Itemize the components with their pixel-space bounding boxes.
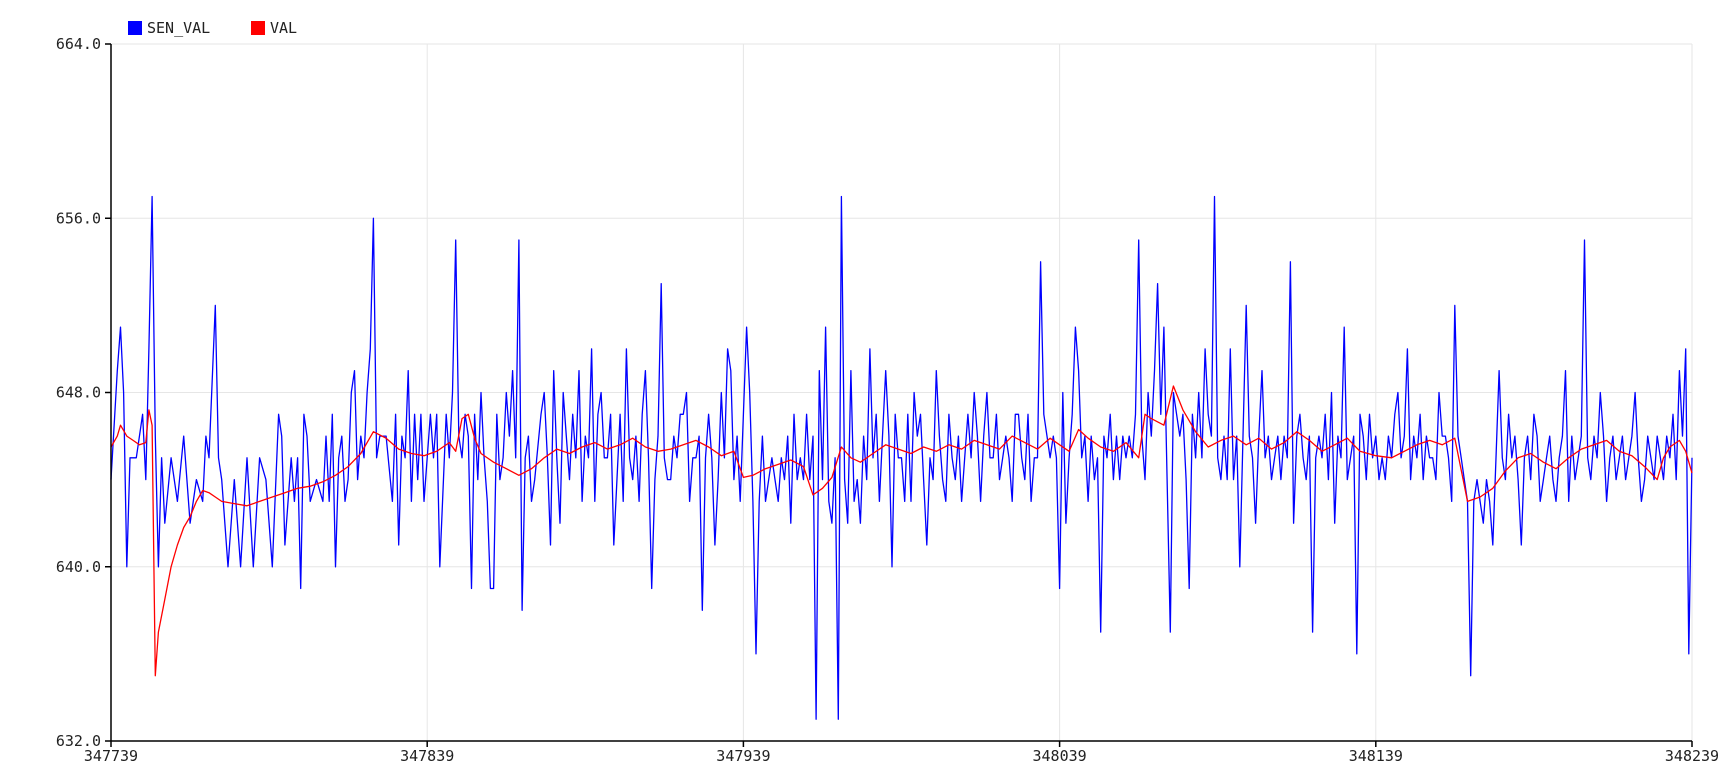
x-tick-label: 348139 (1349, 747, 1403, 765)
x-tick-label: 348039 (1033, 747, 1087, 765)
series-layer (110, 195, 1693, 720)
y-tick-label: 664.0 (56, 35, 101, 53)
x-tick-label: 347939 (716, 747, 770, 765)
x-tick-label: 347739 (84, 747, 138, 765)
legend: SEN_VAL VAL (128, 19, 297, 37)
legend-label-sen-val: SEN_VAL (147, 19, 210, 37)
legend-label-val: VAL (270, 19, 297, 37)
y-axis-ticks: 632.0 640.0 648.0 656.0 664.0 (56, 35, 111, 750)
y-tick-label: 648.0 (56, 384, 101, 402)
legend-swatch-sen-val (128, 21, 142, 35)
x-axis-ticks: 347739 347839 347939 348039 348139 348239 (84, 741, 1719, 765)
y-tick-label: 632.0 (56, 732, 101, 750)
grid-lines (111, 43, 1693, 741)
series-line-sen-val (110, 195, 1693, 720)
x-tick-label: 348239 (1665, 747, 1719, 765)
series-line-val (110, 385, 1693, 677)
legend-swatch-val (251, 21, 265, 35)
y-tick-label: 656.0 (56, 209, 101, 227)
x-tick-label: 347839 (400, 747, 454, 765)
y-tick-label: 640.0 (56, 558, 101, 576)
